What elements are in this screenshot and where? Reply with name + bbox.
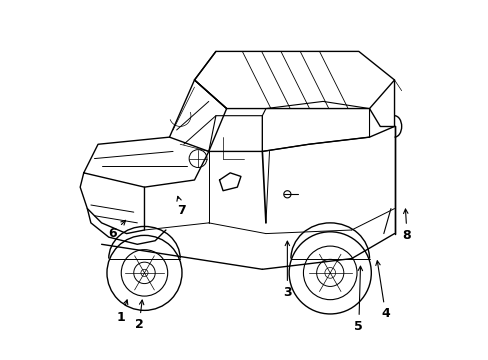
Text: 7: 7 bbox=[177, 196, 186, 217]
Text: 4: 4 bbox=[375, 261, 389, 320]
Text: 5: 5 bbox=[354, 266, 363, 333]
Text: 2: 2 bbox=[135, 300, 143, 331]
Text: 8: 8 bbox=[402, 209, 410, 242]
Text: 6: 6 bbox=[108, 220, 125, 240]
Text: 3: 3 bbox=[283, 241, 291, 299]
Text: 1: 1 bbox=[117, 300, 127, 324]
